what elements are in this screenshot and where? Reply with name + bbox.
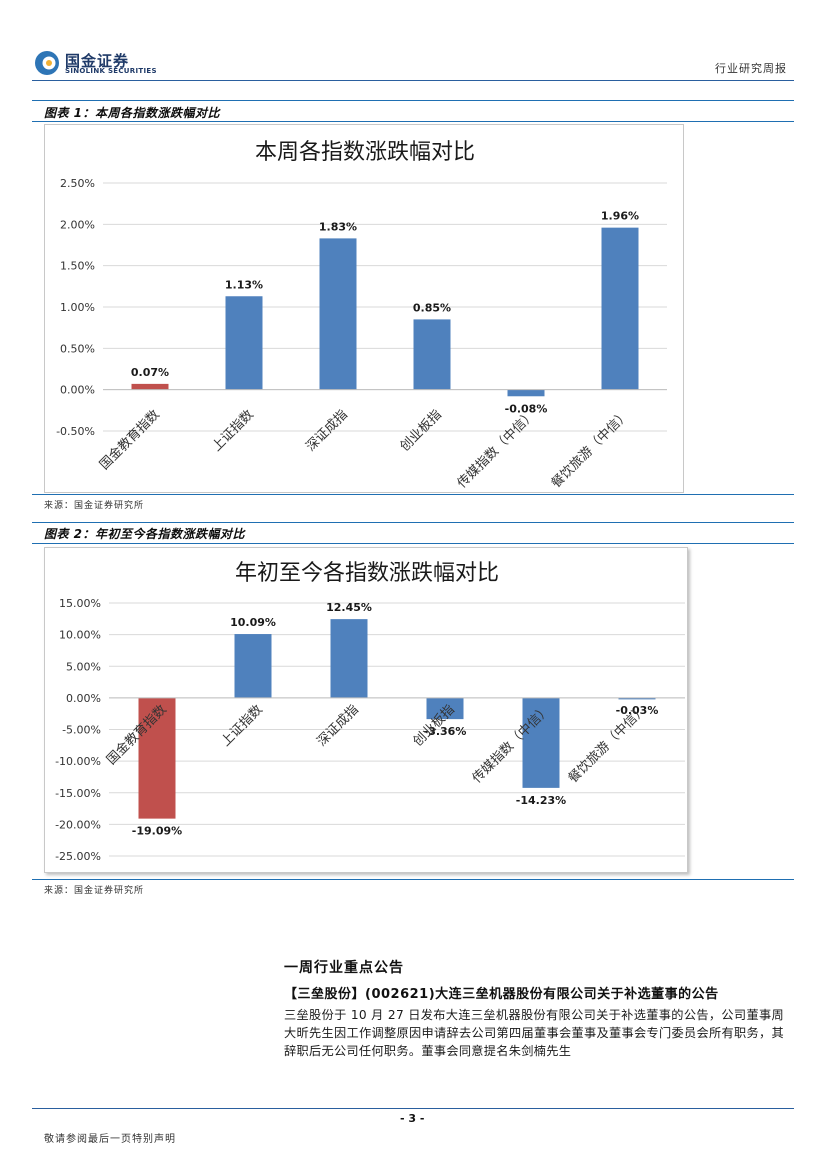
bar (618, 697, 656, 700)
figure1-bottom-rule (32, 494, 794, 495)
y-tick-label: -5.00% (62, 724, 101, 737)
ytd-change-chart: 年初至今各指数涨跌幅对比 -25.00% -20.00% -15.00% -10.00%… (55, 561, 685, 863)
data-label: -3.36% (424, 725, 467, 738)
data-label: 0.85% (413, 301, 451, 314)
data-label: -0.03% (616, 704, 659, 717)
chart-title: 本周各指数涨跌幅对比 (255, 140, 475, 165)
figure1-caption-rule (32, 121, 794, 122)
y-tick-label: 10.00% (59, 629, 101, 642)
y-tick-label: 1.50% (60, 260, 95, 273)
figure1-source: 来源：国金证券研究所 (44, 501, 145, 511)
chart-title: 年初至今各指数涨跌幅对比 (235, 561, 499, 586)
disclaimer-note: 敬请参阅最后一页特别声明 (44, 1134, 176, 1145)
figure2-source: 来源：国金证券研究所 (44, 886, 145, 896)
report-type-label: 行业研究周报 (715, 62, 787, 75)
announcement-title: 【三垒股份】(002621)大连三垒机器股份有限公司关于补选董事的公告 (284, 987, 719, 1002)
data-label: 1.83% (319, 220, 357, 233)
category-label: 国金教育指数 (96, 407, 162, 473)
bar (522, 697, 560, 788)
bar (138, 697, 176, 819)
y-tick-label: -20.00% (55, 818, 101, 831)
figure2-caption-rule (32, 543, 794, 544)
category-label: 餐饮旅游（中信） (548, 407, 633, 492)
footer-divider (32, 1108, 794, 1109)
bar (330, 619, 368, 698)
figure2-top-rule (32, 522, 794, 523)
y-tick-label: 5.00% (66, 660, 101, 673)
data-label: -19.09% (132, 825, 182, 838)
category-label: 餐饮旅游（中信） (565, 702, 650, 787)
data-label: 1.96% (601, 210, 639, 223)
logo-chinese-name: 国金证券 (65, 52, 130, 70)
data-label: -14.23% (516, 794, 566, 807)
page-number: - 3 - (400, 1112, 425, 1125)
data-label: 0.07% (131, 366, 169, 379)
y-tick-label: 2.50% (60, 177, 95, 190)
bar (413, 319, 451, 390)
y-tick-label: -10.00% (55, 755, 101, 768)
bar (234, 634, 272, 698)
section-heading: 一周行业重点公告 (284, 960, 404, 976)
chart1-frame: 本周各指数涨跌幅对比 -0.50% 0.00% 0.50% 1.00% 1.50% 2.00… (44, 124, 684, 493)
announcement-body: 三垒股份于 10 月 27 日发布大连三垒机器股份有限公司关于补选董事的公告，公… (284, 1008, 784, 1058)
data-label: 1.13% (225, 278, 263, 291)
bar (601, 227, 639, 390)
y-tick-label: -15.00% (55, 787, 101, 800)
y-tick-label: 0.00% (60, 384, 95, 397)
weekly-change-chart: 本周各指数涨跌幅对比 -0.50% 0.00% 0.50% 1.00% 1.50% 2.00… (56, 140, 667, 492)
bar (319, 238, 357, 390)
y-tick-label: -0.50% (56, 425, 95, 438)
y-tick-label: 2.00% (60, 218, 95, 231)
y-tick-label: -25.00% (55, 850, 101, 863)
figure1-caption: 图表 1：本周各指数涨跌幅对比 (44, 106, 221, 120)
figure2-caption: 图表 2：年初至今各指数涨跌幅对比 (44, 527, 246, 541)
figure1-top-rule (32, 100, 794, 101)
header-divider (32, 80, 794, 81)
y-tick-label: 15.00% (59, 597, 101, 610)
logo-english-name: SINOLINK SECURITIES (65, 67, 157, 75)
chart2-frame: 年初至今各指数涨跌幅对比 -25.00% -20.00% -15.00% -10.00%… (44, 547, 688, 873)
category-label: 传媒指数（中信） (455, 407, 539, 491)
data-label: 10.09% (230, 616, 276, 629)
bar (225, 296, 263, 390)
sinolink-logo-icon (35, 51, 59, 75)
category-label: 上证指数 (218, 702, 265, 749)
bar (507, 389, 545, 397)
data-label: -0.08% (505, 402, 548, 415)
bar (426, 697, 464, 720)
bar (131, 383, 169, 390)
y-tick-label: 0.50% (60, 342, 95, 355)
figure2-bottom-rule (32, 879, 794, 880)
y-tick-label: 0.00% (66, 692, 101, 705)
y-tick-label: 1.00% (60, 301, 95, 314)
category-label: 深证成指 (314, 702, 361, 749)
data-label: 12.45% (326, 601, 372, 614)
